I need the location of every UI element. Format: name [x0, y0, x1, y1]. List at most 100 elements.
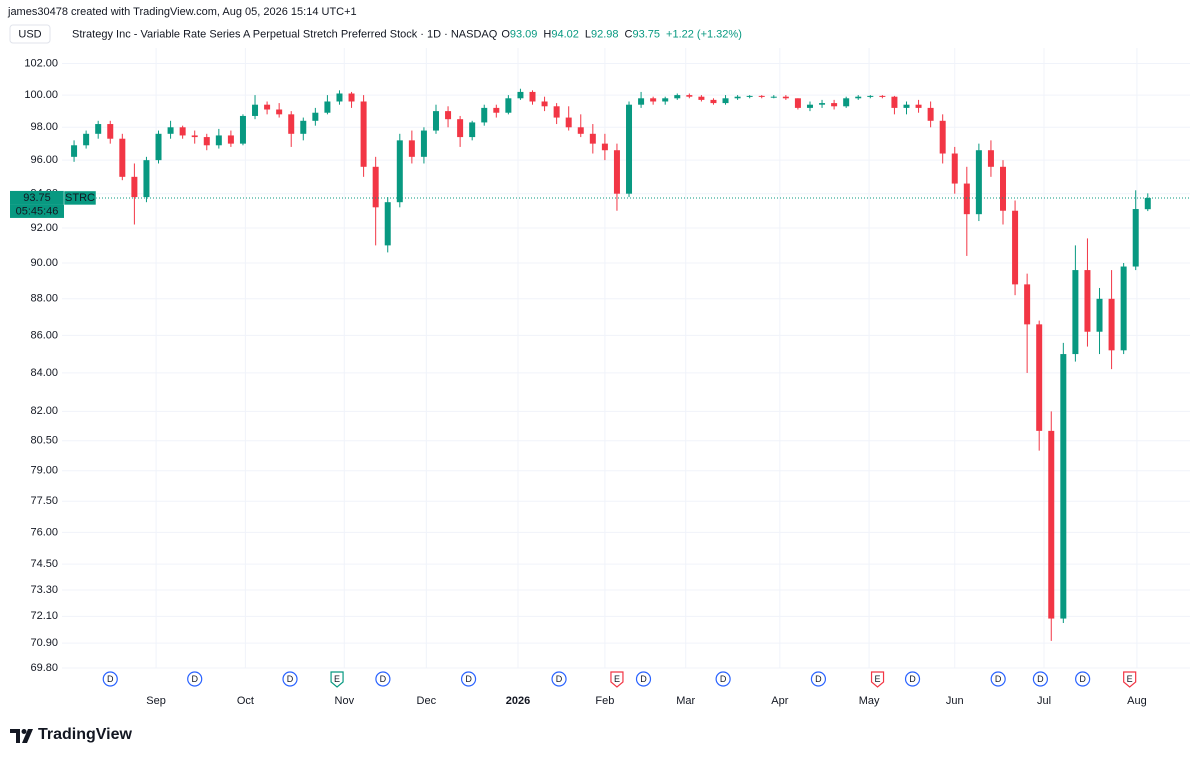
candle-body [638, 98, 645, 105]
ohlc-key: H [543, 28, 551, 40]
ohlc-value: 93.75 [633, 28, 661, 40]
candle-body [143, 160, 150, 198]
candle-body [806, 104, 813, 108]
candle-body [288, 114, 295, 134]
currency[interactable]: USD [18, 28, 41, 40]
candle-body [107, 124, 114, 139]
event-label[interactable]: D [380, 674, 387, 684]
candle-body [348, 93, 355, 102]
event-label[interactable]: D [287, 674, 294, 684]
candle-body [541, 101, 548, 107]
event-label[interactable]: D [909, 674, 916, 684]
candle-body [794, 98, 801, 108]
candle-body [1144, 197, 1151, 210]
event-label[interactable]: D [815, 674, 822, 684]
earnings-icon[interactable] [610, 671, 624, 688]
event-label[interactable]: D [107, 674, 114, 684]
dividend-icon[interactable] [635, 671, 652, 687]
candle-body [215, 135, 222, 146]
earnings-icon[interactable] [870, 671, 885, 688]
dividend-icon[interactable] [990, 671, 1006, 687]
candle-body [203, 137, 210, 146]
event-label[interactable]: D [640, 674, 647, 684]
candle-body [553, 106, 560, 118]
event-label[interactable]: D [556, 674, 563, 684]
event-label[interactable]: E [334, 674, 340, 684]
y-tick-label: 79.00 [30, 465, 58, 477]
event-label[interactable]: D [191, 674, 198, 684]
candle-body [119, 138, 126, 177]
candle-body [408, 140, 415, 157]
candle-body [227, 135, 234, 144]
earnings-icon[interactable] [330, 671, 344, 688]
event-label[interactable]: D [465, 674, 472, 684]
countdown: 05:45:46 [16, 205, 59, 217]
candle-body [1072, 270, 1079, 355]
dividend-icon[interactable] [187, 671, 203, 687]
candle-body [734, 96, 741, 99]
candle-body [95, 124, 102, 134]
candle-body [565, 117, 572, 128]
x-tick-label: Nov [335, 695, 355, 707]
x-tick-label: Apr [771, 695, 788, 707]
event-label[interactable]: E [614, 674, 620, 684]
candle-body [1132, 209, 1139, 267]
candle-body [264, 104, 271, 110]
candle-body [698, 96, 705, 100]
y-tick-label: 82.00 [30, 405, 58, 417]
y-tick-label: 84.00 [30, 367, 58, 379]
candle-body [1084, 270, 1091, 332]
candle-body [420, 130, 427, 157]
event-label[interactable]: D [1037, 674, 1044, 684]
event-label[interactable]: D [720, 674, 727, 684]
dividend-icon[interactable] [1032, 671, 1049, 687]
candle-body [360, 101, 367, 167]
dividend-icon[interactable] [715, 671, 731, 687]
candle-body [879, 95, 886, 97]
y-tick-label: 72.10 [30, 610, 58, 622]
dividend-icon[interactable] [1075, 671, 1091, 687]
currency-box[interactable] [9, 24, 51, 44]
legend: Strategy Inc - Variable Rate Series A Pe… [72, 28, 742, 40]
candle-body [517, 91, 524, 99]
logo-slash [22, 729, 33, 743]
candle-body [855, 96, 862, 99]
symbol: STRC [65, 192, 95, 204]
y-tick-label: 98.00 [30, 121, 58, 133]
candle-body [939, 120, 946, 154]
candle-body [71, 145, 78, 157]
candle-body [626, 104, 633, 194]
dividend-icon[interactable] [551, 671, 567, 687]
x-tick-label: Jun [946, 695, 964, 707]
dividend-icon[interactable] [375, 671, 391, 687]
candle-body [300, 120, 307, 134]
candle-body [1048, 430, 1055, 619]
dividend-icon[interactable] [904, 671, 921, 687]
event-label[interactable]: E [1127, 674, 1133, 684]
candle-body [1120, 266, 1127, 351]
y-tick-label: 77.50 [30, 495, 58, 507]
x-tick-label: 2026 [506, 695, 530, 707]
y-tick-label: 86.00 [30, 329, 58, 341]
legend-title: Strategy Inc - Variable Rate Series A Pe… [72, 28, 498, 40]
dividend-icon[interactable] [810, 671, 827, 687]
dividend-icon[interactable] [460, 671, 477, 687]
event-label[interactable]: E [875, 674, 881, 684]
dividend-icon[interactable] [282, 671, 298, 687]
price-tag [10, 190, 64, 205]
dividend-icon[interactable] [102, 671, 118, 687]
event-label[interactable]: D [1079, 674, 1086, 684]
event-label[interactable]: D [995, 674, 1002, 684]
candle-body [252, 104, 259, 116]
y-tick-label: 76.00 [30, 526, 58, 538]
candle-body [493, 107, 500, 113]
candle-body [819, 103, 826, 105]
candle-body [239, 115, 246, 144]
earnings-icon[interactable] [1123, 671, 1137, 688]
candle-body [191, 135, 198, 138]
candle-body [1000, 166, 1007, 211]
candle-body [674, 95, 681, 99]
candle-body [975, 150, 982, 215]
y-tick-label: 100.00 [24, 89, 58, 101]
